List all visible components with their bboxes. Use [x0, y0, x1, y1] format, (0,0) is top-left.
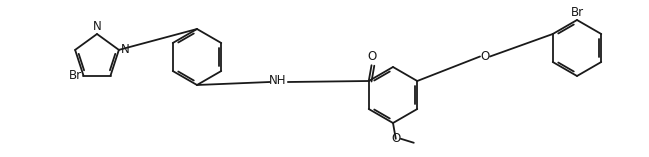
- Text: Br: Br: [570, 6, 583, 19]
- Text: N: N: [93, 20, 101, 33]
- Text: Br: Br: [69, 69, 82, 82]
- Text: NH: NH: [269, 75, 287, 87]
- Text: O: O: [367, 50, 376, 63]
- Text: N: N: [121, 43, 130, 56]
- Text: O: O: [480, 50, 489, 63]
- Text: O: O: [391, 132, 400, 145]
